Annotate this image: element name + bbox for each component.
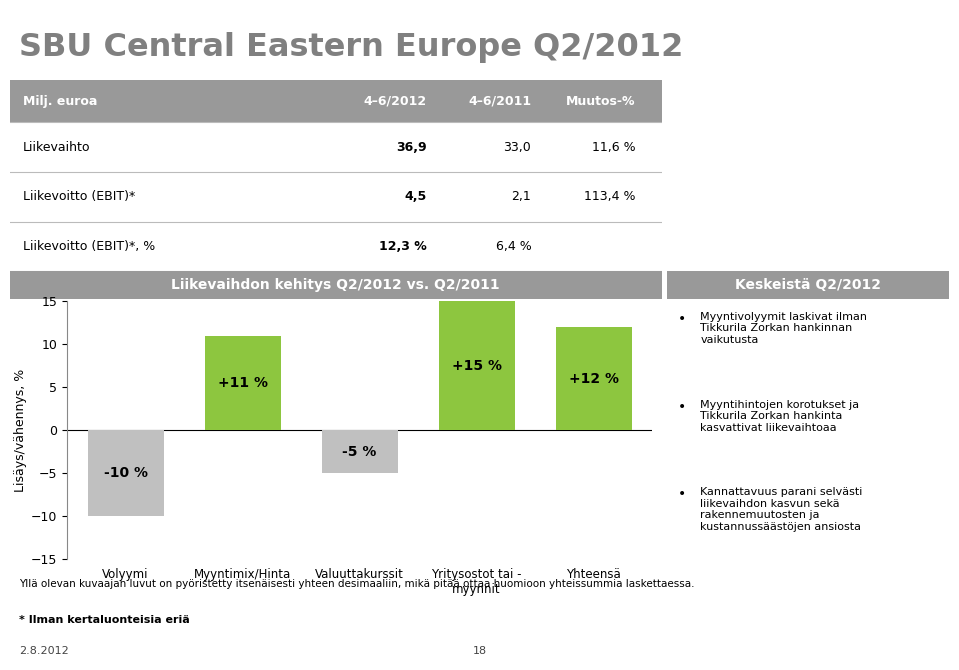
- Text: Muutos-%: Muutos-%: [566, 95, 636, 108]
- Y-axis label: Lisäys/vähennys, %: Lisäys/vähennys, %: [13, 369, 27, 492]
- Text: Keskeistä Q2/2012: Keskeistä Q2/2012: [735, 279, 881, 292]
- Text: Myyntivolyymit laskivat ilman
Tikkurila Zorkan hankinnan
vaikutusta: Myyntivolyymit laskivat ilman Tikkurila …: [700, 312, 868, 345]
- Text: SBU Central Eastern Europe Q2/2012: SBU Central Eastern Europe Q2/2012: [19, 31, 684, 63]
- Text: 2.8.2012: 2.8.2012: [19, 646, 69, 656]
- Text: •: •: [678, 312, 686, 326]
- Bar: [204, 336, 281, 430]
- Text: Liikevoitto (EBIT)*: Liikevoitto (EBIT)*: [23, 190, 135, 204]
- Text: -10 %: -10 %: [104, 466, 148, 480]
- Text: Milj. euroa: Milj. euroa: [23, 95, 97, 108]
- Text: Liikevaihto: Liikevaihto: [23, 141, 90, 153]
- Text: Liikevoitto (EBIT)*, %: Liikevoitto (EBIT)*, %: [23, 240, 155, 253]
- Text: Liikevaihdon kehitys Q2/2012 vs. Q2/2011: Liikevaihdon kehitys Q2/2012 vs. Q2/2011: [172, 279, 500, 292]
- Text: 4–6/2011: 4–6/2011: [468, 95, 531, 108]
- Bar: [87, 430, 164, 517]
- Text: 11,6 %: 11,6 %: [592, 141, 636, 153]
- Text: +12 %: +12 %: [569, 372, 619, 386]
- Text: •: •: [678, 487, 686, 501]
- Text: 4–6/2012: 4–6/2012: [363, 95, 427, 108]
- Bar: [555, 327, 632, 430]
- Text: Myyntihintojen korotukset ja
Tikkurila Zorkan hankinta
kasvattivat liikevaihtoaa: Myyntihintojen korotukset ja Tikkurila Z…: [700, 399, 859, 433]
- Text: Yllä olevan kuvaajan luvut on pyöristetty itsenäisesti yhteen desimaaliin, mikä : Yllä olevan kuvaajan luvut on pyöristett…: [19, 579, 694, 589]
- Bar: [321, 430, 398, 474]
- Text: 2,1: 2,1: [511, 190, 531, 204]
- Text: 4,5: 4,5: [405, 190, 427, 204]
- Text: 36,9: 36,9: [396, 141, 427, 153]
- Text: -5 %: -5 %: [342, 445, 377, 459]
- Text: +11 %: +11 %: [218, 376, 268, 390]
- Text: +15 %: +15 %: [452, 359, 502, 373]
- Bar: [10, 80, 662, 123]
- Text: 33,0: 33,0: [503, 141, 531, 153]
- Text: 18: 18: [473, 646, 486, 656]
- Text: * Ilman kertaluonteisia eriä: * Ilman kertaluonteisia eriä: [19, 614, 190, 624]
- Text: 12,3 %: 12,3 %: [379, 240, 427, 253]
- Bar: [438, 302, 515, 430]
- Text: 6,4 %: 6,4 %: [496, 240, 531, 253]
- Text: 113,4 %: 113,4 %: [584, 190, 636, 204]
- Text: •: •: [678, 399, 686, 413]
- Text: Kannattavuus parani selvästi
liikevaihdon kasvun sekä
rakennemuutosten ja
kustan: Kannattavuus parani selvästi liikevaihdo…: [700, 487, 863, 532]
